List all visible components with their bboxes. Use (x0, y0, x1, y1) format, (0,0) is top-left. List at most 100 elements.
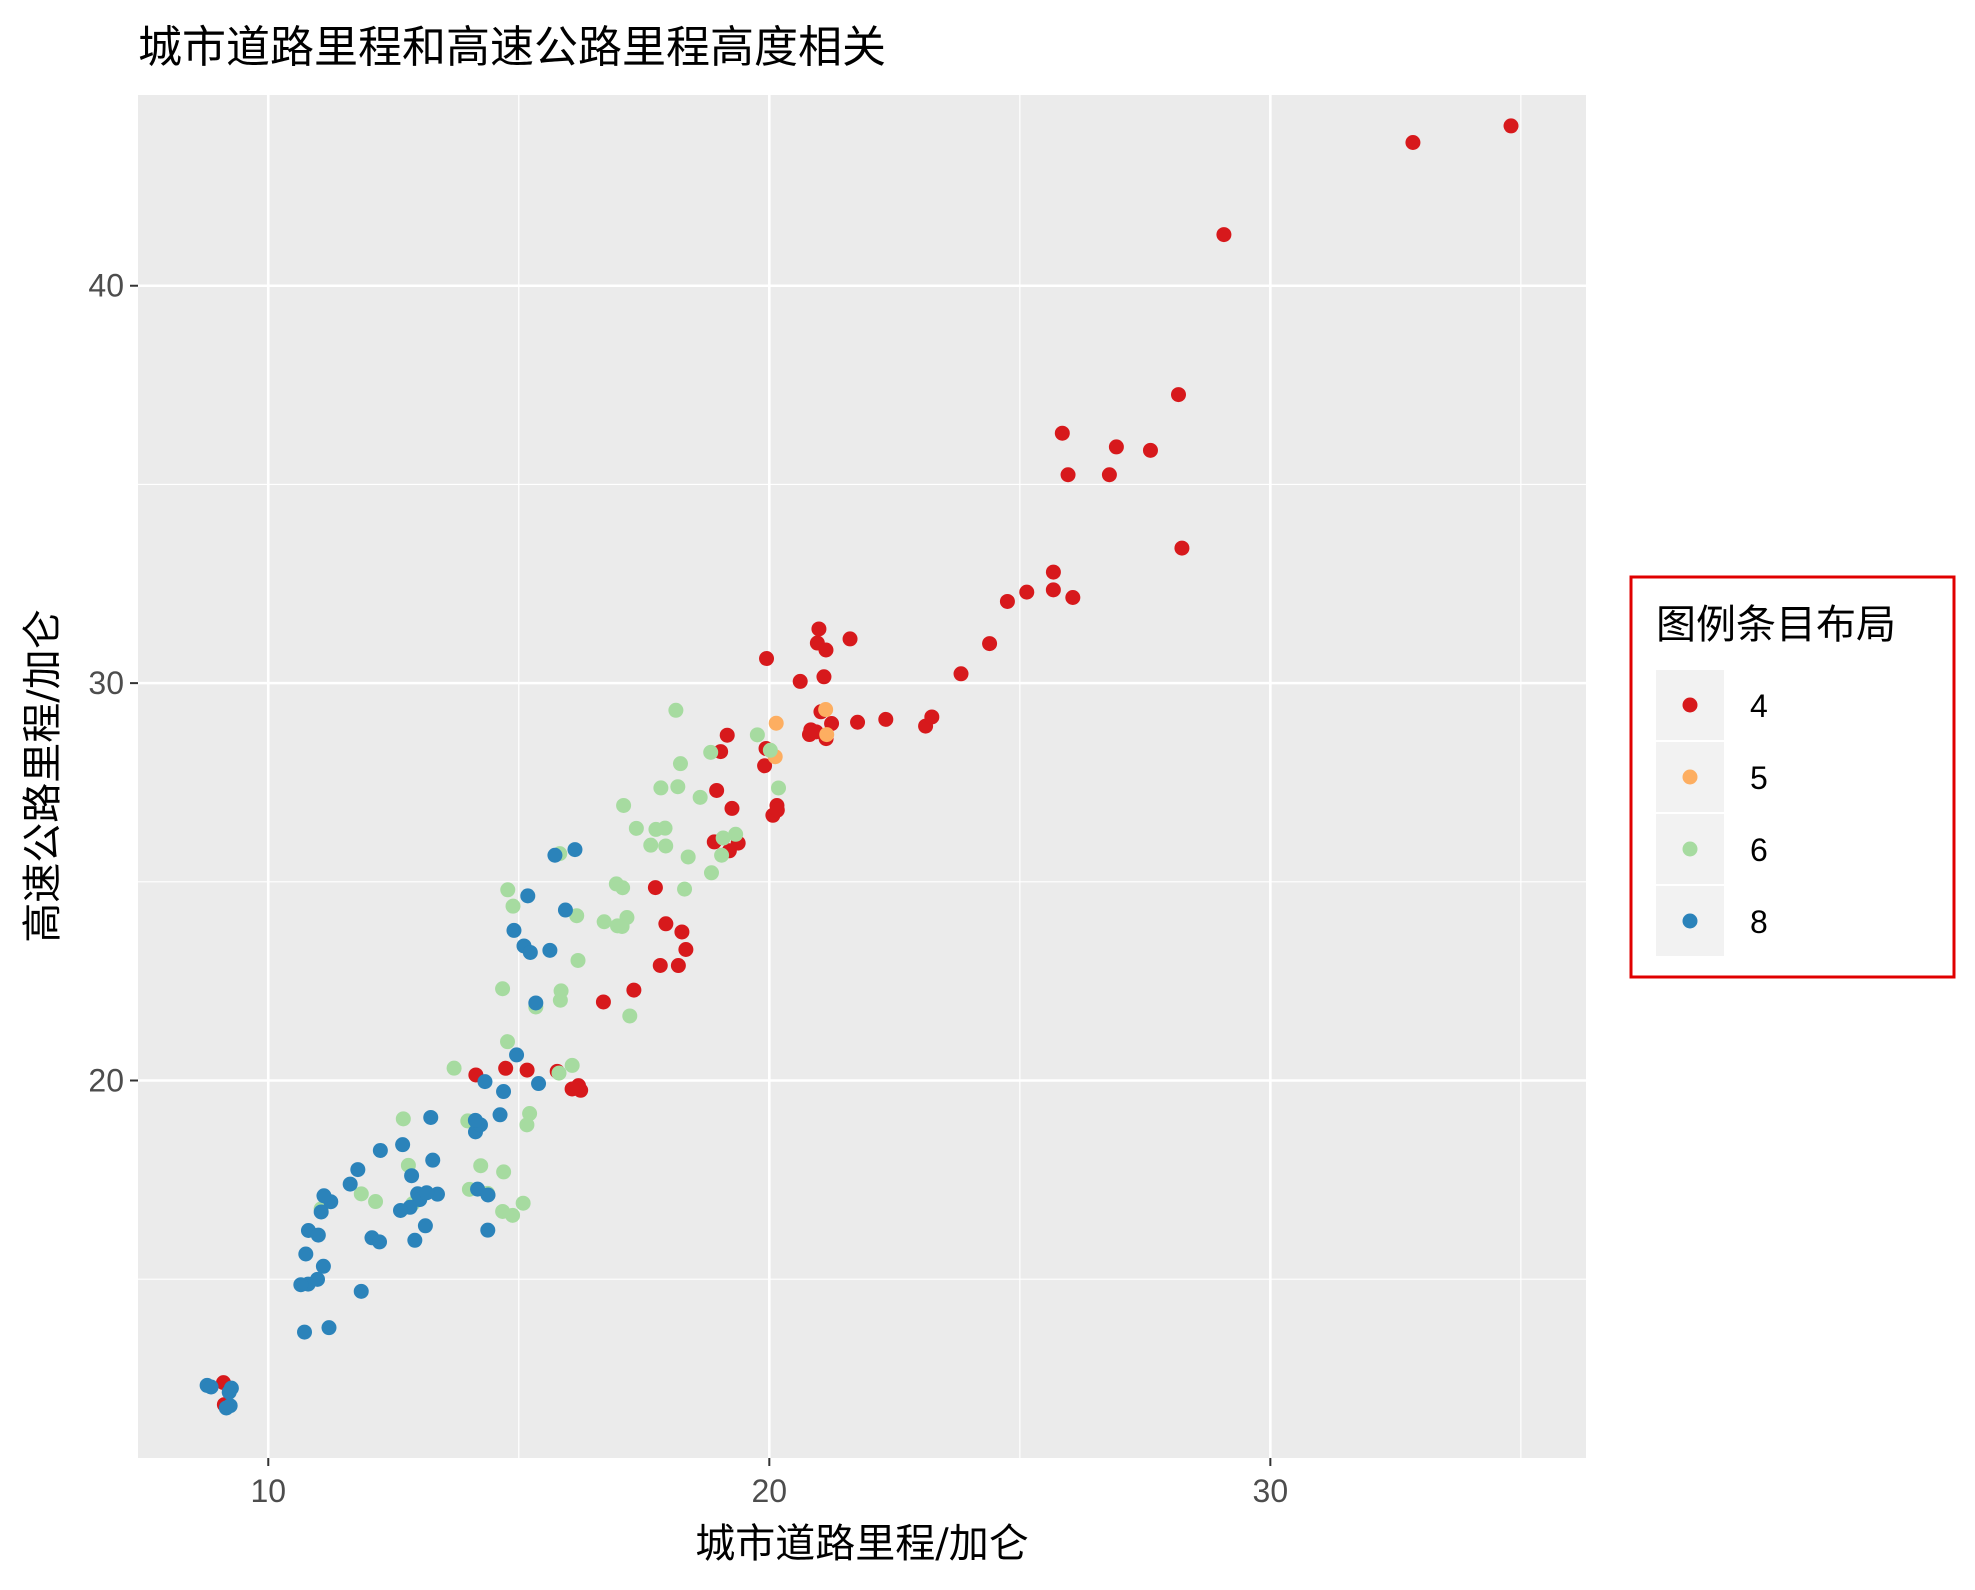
data-point-6 (569, 908, 585, 924)
data-point-6 (505, 898, 521, 914)
data-point-6 (446, 1060, 462, 1076)
x-tick-label: 20 (752, 1473, 788, 1509)
data-point-4 (674, 924, 690, 940)
data-point-6 (500, 882, 516, 898)
data-point-8 (392, 1202, 408, 1218)
data-point-6 (353, 1186, 369, 1202)
data-point-4 (1045, 564, 1061, 580)
data-point-4 (982, 636, 998, 652)
data-point-8 (321, 1320, 337, 1336)
data-point-6 (677, 881, 693, 897)
y-tick-label: 40 (88, 268, 124, 304)
data-point-4 (1019, 584, 1035, 600)
data-point-8 (506, 922, 522, 938)
data-points (199, 118, 1519, 1416)
data-point-6 (680, 849, 696, 865)
legend-label-4: 4 (1750, 688, 1768, 724)
data-point-4 (757, 758, 773, 774)
data-point-6 (496, 1164, 512, 1180)
data-point-4 (709, 782, 725, 798)
data-point-8 (520, 888, 536, 904)
data-point-8 (492, 1107, 508, 1123)
data-point-8 (480, 1187, 496, 1203)
data-point-6 (368, 1194, 384, 1210)
data-point-8 (407, 1232, 423, 1248)
x-tick-label: 30 (1253, 1473, 1289, 1509)
data-point-4 (818, 642, 834, 658)
data-point-4 (724, 800, 740, 816)
data-point-6 (622, 1008, 638, 1024)
data-point-8 (547, 847, 563, 863)
data-point-6 (564, 1057, 580, 1073)
axes: 10 20 30 20 30 40 (88, 268, 1288, 1509)
legend-key-marker-4 (1682, 697, 1698, 713)
data-point-8 (531, 1076, 547, 1092)
data-point-5 (819, 727, 835, 743)
data-point-8 (557, 902, 573, 918)
data-point-4 (626, 982, 642, 998)
y-tick-label: 30 (88, 665, 124, 701)
grid-minor (138, 95, 1586, 1458)
data-point-4 (1174, 540, 1190, 556)
legend: 图例条目布局 4 5 6 8 (1629, 575, 1956, 979)
data-point-4 (759, 651, 775, 667)
data-point-4 (1170, 387, 1186, 403)
data-point-6 (614, 918, 630, 934)
data-point-8 (316, 1188, 332, 1204)
y-axis-title: 高速公路里程/加仑 (20, 609, 66, 942)
data-point-6 (495, 1203, 511, 1219)
data-point-8 (522, 944, 538, 960)
data-point-4 (769, 802, 785, 818)
data-point-4 (1142, 442, 1158, 458)
data-point-8 (203, 1379, 219, 1395)
data-point-6 (703, 744, 719, 760)
data-point-8 (218, 1400, 234, 1416)
data-point-4 (498, 1060, 514, 1076)
data-point-8 (372, 1142, 388, 1158)
data-point-8 (528, 995, 544, 1011)
data-point-8 (298, 1246, 314, 1262)
data-point-4 (1045, 582, 1061, 598)
legend-label-6: 6 (1750, 832, 1768, 868)
data-point-4 (924, 709, 940, 725)
data-point-6 (643, 837, 659, 853)
data-point-8 (404, 1168, 420, 1184)
data-point-6 (692, 789, 708, 805)
data-point-4 (647, 880, 663, 896)
data-point-8 (297, 1324, 313, 1340)
data-point-4 (878, 711, 894, 727)
data-point-6 (522, 1106, 538, 1122)
data-point-4 (1054, 425, 1070, 441)
data-point-4 (816, 669, 832, 685)
data-point-6 (672, 756, 688, 772)
data-point-4 (811, 621, 827, 637)
legend-key-marker-8 (1682, 913, 1698, 929)
data-point-6 (648, 821, 664, 837)
data-point-4 (1108, 439, 1124, 455)
data-point-4 (953, 666, 969, 682)
data-point-6 (615, 880, 631, 896)
data-point-8 (372, 1234, 388, 1250)
data-point-8 (467, 1112, 483, 1128)
data-point-4 (670, 958, 686, 974)
legend-key-marker-6 (1682, 841, 1698, 857)
data-point-6 (714, 847, 730, 863)
data-point-6 (519, 1117, 535, 1133)
data-point-6 (670, 779, 686, 795)
data-point-8 (480, 1222, 496, 1238)
data-point-8 (350, 1162, 366, 1178)
data-point-8 (223, 1380, 239, 1396)
data-point-8 (423, 1109, 439, 1125)
data-point-6 (473, 1158, 489, 1174)
data-point-6 (703, 865, 719, 881)
data-point-4 (792, 673, 808, 689)
data-point-4 (1065, 590, 1081, 606)
data-point-6 (515, 1195, 531, 1211)
data-point-6 (616, 797, 632, 813)
data-point-6 (552, 992, 568, 1008)
legend-label-5: 5 (1750, 760, 1768, 796)
data-point-8 (477, 1074, 493, 1090)
data-point-6 (728, 826, 744, 842)
data-point-4 (999, 593, 1015, 609)
